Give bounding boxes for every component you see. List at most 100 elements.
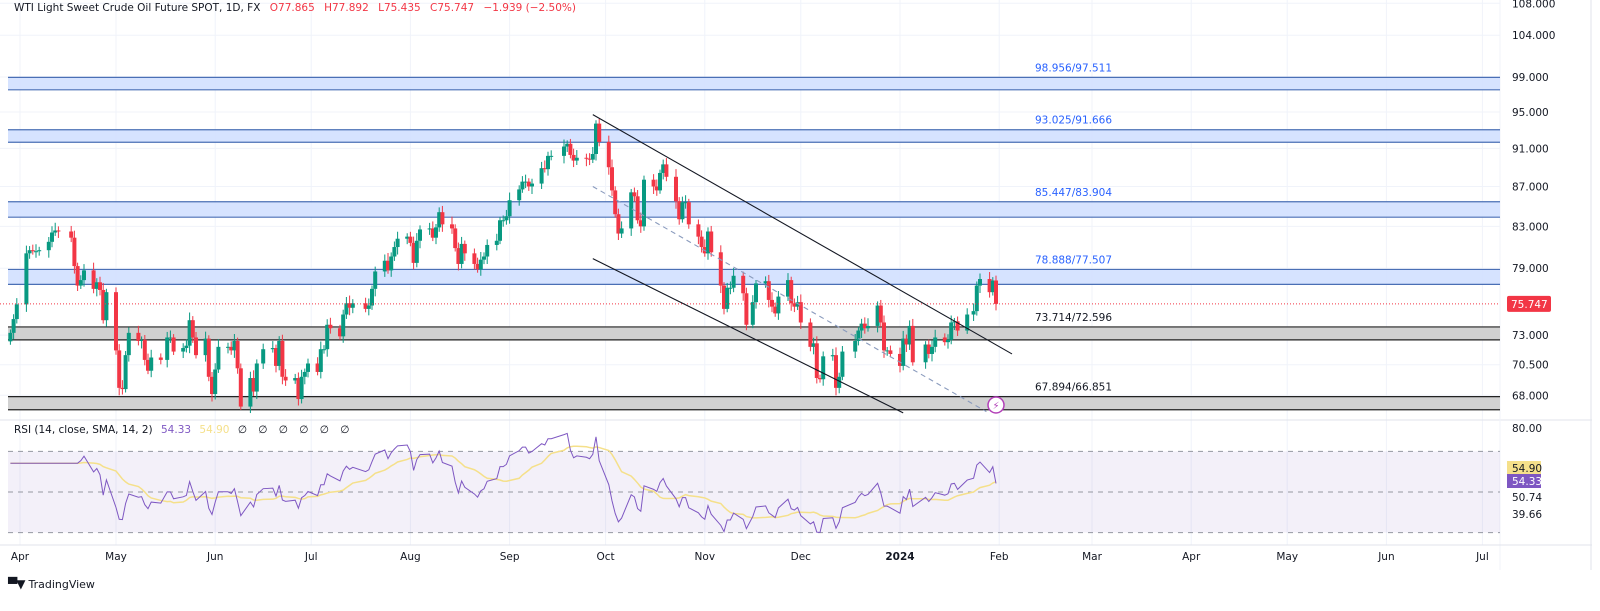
candle-body: [987, 279, 992, 293]
candle-body: [203, 338, 208, 356]
zone-gray: [8, 396, 1500, 410]
candle-body: [450, 224, 454, 229]
candle-body: [853, 340, 858, 352]
candle-body: [837, 376, 842, 388]
candle-body: [946, 339, 950, 343]
candle-body: [654, 186, 659, 191]
candle-body: [629, 192, 634, 229]
candle-body: [786, 280, 790, 297]
candle-body: [14, 304, 19, 320]
candle-body: [741, 275, 746, 294]
candle-body: [165, 337, 170, 360]
candle-body: [725, 287, 730, 309]
symbol-title[interactable]: WTI Light Sweet Crude Oil Future SPOT, 1…: [14, 2, 261, 14]
candle-body: [808, 322, 813, 347]
candle-body: [619, 228, 624, 234]
candle-body: [274, 348, 278, 366]
rsi-tick: 54.90: [1512, 463, 1542, 475]
candle-body: [546, 155, 550, 170]
candle-body: [587, 158, 592, 160]
candle-body: [456, 248, 461, 264]
candle-body: [235, 340, 240, 369]
candle-body: [664, 164, 669, 177]
candle-body: [139, 339, 144, 341]
candle-body: [571, 154, 576, 161]
time-tick: Dec: [791, 551, 812, 563]
candle-body: [213, 369, 218, 395]
candle-body: [149, 357, 154, 371]
candle-body: [520, 181, 525, 190]
candle-body: [293, 378, 298, 381]
candle-body: [658, 172, 662, 191]
candle-body: [389, 256, 394, 271]
candle-body: [184, 345, 189, 349]
tradingview-logo-icon: ▀▼: [8, 577, 25, 591]
price-tick: 79.000: [1512, 263, 1549, 275]
candle-body: [632, 192, 637, 197]
candle-body: [459, 243, 464, 264]
candle-body: [366, 305, 371, 309]
axes: 108.000 104.000 99.000 95.000 91.000 87.000 83…: [11, 0, 1556, 563]
alert-lightning-icon: [987, 396, 1005, 414]
candle-body: [590, 154, 595, 160]
candle-body: [613, 190, 618, 215]
candle-body: [34, 251, 38, 253]
candle-body: [776, 296, 781, 314]
trendline-channel-mid: [592, 186, 987, 413]
candle-body: [574, 157, 579, 161]
candle-body: [795, 302, 800, 307]
candle-body: [91, 270, 96, 289]
rsi-tick: 39.66: [1512, 509, 1542, 521]
candle-body: [386, 260, 390, 271]
price-tick: 70.500: [1512, 360, 1549, 372]
candle-body: [638, 220, 643, 227]
candle-body: [347, 303, 352, 308]
time-tick: Jun: [206, 551, 223, 563]
rsi-lines: [10, 432, 997, 534]
time-tick: Feb: [990, 551, 1009, 563]
candle-body: [731, 275, 736, 288]
rsi-value-badge: [1507, 474, 1541, 488]
rsi-title[interactable]: RSI (14, close, SMA, 14, 2): [14, 424, 153, 436]
candle-body: [206, 338, 211, 377]
logo-text: TradingView: [28, 577, 95, 591]
candle-body: [904, 338, 909, 345]
rsi-tick: 50.74: [1512, 492, 1542, 504]
candle-body: [674, 176, 678, 202]
candle-body: [942, 337, 947, 343]
ohlc-low: L75.435: [378, 2, 421, 14]
candle-body: [696, 224, 701, 237]
candle-body: [594, 123, 598, 155]
candle-body: [53, 230, 58, 233]
candle-body: [82, 270, 86, 281]
candle-body: [933, 337, 938, 347]
candle-body: [434, 227, 438, 238]
time-tick: Jul: [1475, 551, 1489, 563]
candle-body: [834, 355, 838, 388]
candle-body: [363, 303, 368, 309]
candle-body: [104, 292, 109, 321]
candle-body: [75, 266, 80, 286]
tradingview-logo[interactable]: ▀▼ TradingView: [8, 577, 95, 591]
zone-label: 67.894/66.851: [1035, 382, 1112, 394]
candle-body: [94, 282, 99, 289]
candle-body: [798, 302, 803, 323]
candle-body: [642, 179, 646, 227]
candle-body: [616, 214, 621, 234]
trendlines[interactable]: ⚡: [0, 114, 1500, 414]
time-tick: Aug: [400, 551, 421, 563]
candle-body: [766, 281, 771, 300]
candle-body: [194, 337, 198, 356]
rsi-sma-value: 54.90: [199, 424, 230, 436]
rsi-extra-values: ∅ ∅ ∅ ∅ ∅ ∅: [237, 424, 354, 436]
time-tick: Jul: [304, 551, 318, 563]
candle-body: [232, 340, 237, 351]
candle-body: [27, 250, 32, 254]
candle-body: [120, 387, 125, 390]
candles: [8, 118, 998, 414]
candle-body: [923, 344, 928, 363]
candle-body: [475, 263, 480, 270]
candle-body: [635, 196, 640, 221]
candle-body: [462, 243, 467, 254]
